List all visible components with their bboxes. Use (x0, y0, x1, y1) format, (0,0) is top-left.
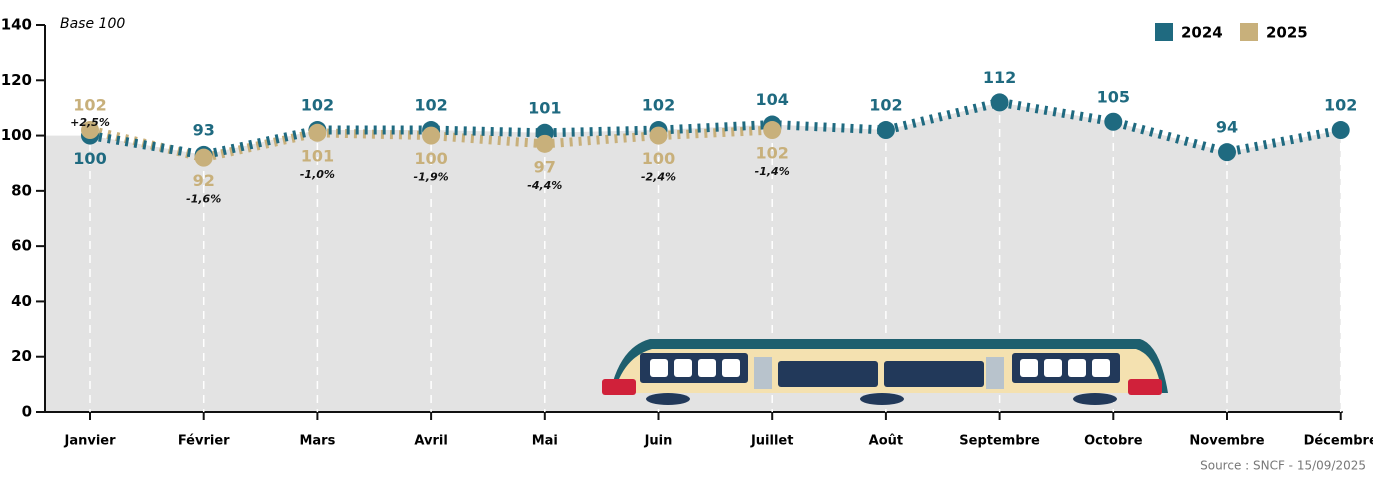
value-label: 94 (1216, 118, 1238, 137)
y-tick-label: 80 (11, 181, 32, 199)
marker (308, 124, 326, 142)
value-label: 102 (869, 96, 902, 115)
value-label: 101 (301, 146, 334, 165)
source: Source : SNCF - 15/09/2025 (1200, 459, 1366, 473)
x-tick-label: Octobre (1084, 434, 1143, 449)
change-label: -1,9% (414, 171, 449, 184)
y-tick-label: 40 (11, 292, 32, 310)
value-label: 102 (414, 96, 447, 115)
value-label: 102 (301, 96, 334, 115)
x-tick-label: Août (869, 434, 903, 449)
change-label: +2,5% (70, 116, 110, 129)
marker (1104, 113, 1122, 131)
subtitle: Base 100 (60, 16, 125, 32)
value-label: 102 (642, 96, 675, 115)
change-label: -1,0% (300, 168, 335, 181)
chart: 0 20 40 60 80 100 120 140 Janvier Février Mars Avri… (0, 0, 1373, 475)
marker (536, 135, 554, 153)
value-label: 100 (642, 149, 675, 168)
value-label: 102 (73, 96, 106, 115)
y-tick-label: 140 (1, 16, 32, 34)
marker (991, 93, 1009, 111)
legend-swatch (1240, 23, 1258, 41)
x-tick-label: Avril (414, 434, 447, 449)
value-label: 112 (983, 68, 1016, 87)
marker (1218, 143, 1236, 161)
y-tick-label: 100 (1, 126, 32, 144)
change-label: -2,4% (641, 171, 676, 184)
y-tick-label: 60 (11, 237, 32, 255)
x-tick-label: Janvier (63, 434, 116, 449)
legend-swatch (1155, 23, 1173, 41)
value-label: 100 (73, 149, 106, 168)
value-label: 102 (1324, 96, 1357, 115)
value-label: 92 (193, 171, 215, 190)
x-tick-label: Février (178, 434, 230, 449)
change-label: -1,4% (755, 165, 790, 178)
marker (1332, 121, 1350, 139)
value-label: 97 (534, 157, 556, 176)
marker (195, 149, 213, 167)
marker (763, 121, 781, 139)
marker (422, 127, 440, 145)
legend-label: 2024 (1181, 24, 1223, 42)
y-tick-label: 0 (22, 403, 32, 421)
x-tick-label: Novembre (1189, 434, 1264, 449)
legend-label: 2025 (1266, 24, 1308, 42)
value-label: 101 (528, 98, 561, 117)
x-tick-label: Juillet (750, 434, 794, 449)
x-tick-label: Mai (532, 434, 558, 449)
change-label: -1,6% (186, 193, 221, 206)
value-label: 100 (414, 149, 447, 168)
marker (650, 127, 668, 145)
change-label: -4,4% (527, 179, 562, 192)
x-tick-label: Juin (644, 434, 673, 449)
x-tick-label: Décembre (1304, 434, 1373, 449)
x-tick-label: Septembre (959, 434, 1040, 449)
y-tick-label: 20 (11, 347, 32, 365)
value-label: 102 (755, 144, 788, 163)
marker (877, 121, 895, 139)
value-label: 93 (193, 120, 215, 139)
x-tick-label: Mars (299, 434, 335, 449)
value-label: 105 (1097, 87, 1130, 106)
value-label: 104 (755, 90, 788, 109)
y-tick-label: 120 (1, 71, 32, 89)
